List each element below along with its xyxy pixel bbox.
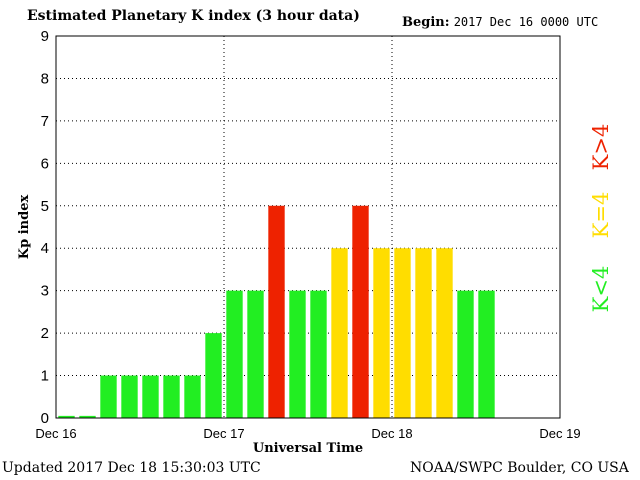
begin-label: Begin: [402,15,450,30]
begin-value: 2017 Dec 16 0000 UTC [453,15,599,29]
y-tick-labels: 0 1 2 3 4 5 6 7 8 9 [41,28,49,427]
kp-bar [121,375,138,418]
bars [58,205,495,418]
begin-date: Begin: 2017 Dec 16 0000 UTC [402,15,598,30]
updated-timestamp: Updated 2017 Dec 18 15:30:03 UTC [2,460,261,476]
y-tick-label: 8 [41,70,49,87]
kp-bar [289,290,306,418]
kp-bar [226,290,243,418]
kp-bar [310,290,327,418]
y-axis-title: Kp index [17,195,32,260]
kp-bar [478,290,495,418]
y-tick-label: 4 [41,240,49,257]
y-tick-label: 2 [41,325,49,342]
x-tick-label: Dec 16 [35,426,76,441]
kp-bar [373,248,390,418]
x-tick-label: Dec 17 [203,426,244,441]
y-tick-label: 7 [41,113,49,130]
y-tick-label: 5 [41,198,49,215]
chart-title: Estimated Planetary K index (3 hour data… [27,8,360,24]
legend-k-equal-4: K=4 [589,192,613,239]
kp-bar [142,375,159,418]
x-tick-label: Dec 18 [371,426,412,441]
kp-bar [331,248,348,418]
kp-bar [436,248,453,418]
y-tick-label: 6 [41,155,49,172]
grid-lines [56,36,560,418]
x-tick-label: Dec 19 [539,426,580,441]
y-tick-label: 3 [41,283,49,300]
kp-bar [268,205,285,418]
x-axis-title: Universal Time [253,441,363,456]
kp-bar [457,290,474,418]
kp-bar [352,205,369,418]
y-tick-label: 9 [41,28,49,45]
kp-bar [100,375,117,418]
y-tick-label: 1 [41,368,49,385]
credit-text: NOAA/SWPC Boulder, CO USA [410,460,629,476]
kp-bar [394,248,411,418]
kp-bar [184,375,201,418]
plot-frame [55,35,561,419]
legend-k-greater-4: K>4 [589,124,613,171]
kp-bar [58,415,75,418]
legend-k-less-4: K<4 [589,266,613,313]
x-tick-labels: Dec 16 Dec 17 Dec 18 Dec 19 [35,426,580,441]
kp-bar [163,375,180,418]
kp-bar [247,290,264,418]
kp-bar [205,333,222,418]
y-tick-label: 0 [41,410,49,427]
kp-bar [415,248,432,418]
kp-bar [79,415,96,418]
